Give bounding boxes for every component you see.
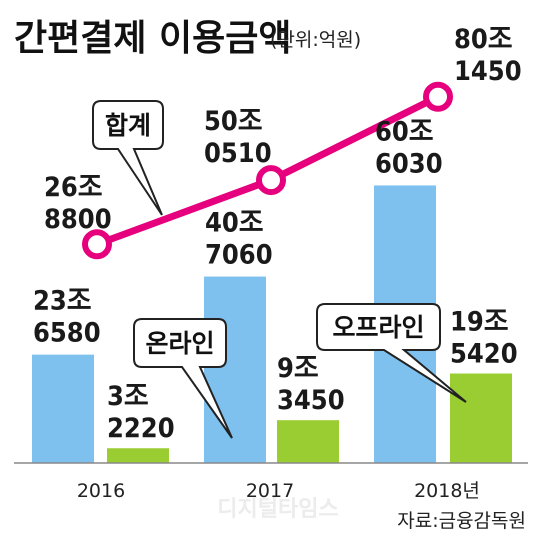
callout-offline-label: 오프라인: [332, 313, 424, 342]
total-value-label-2-line1: 80조: [454, 24, 513, 55]
callout-offline-bubble: [316, 303, 467, 403]
bar-offline-0: [107, 448, 169, 463]
callout-offline: 오프라인: [316, 303, 467, 403]
online-value-label-0-line1: 23조: [33, 286, 92, 317]
total-point-0: [82, 229, 112, 260]
bar-online-0: [32, 354, 94, 463]
chart-unit: (단위:억원): [270, 29, 361, 51]
offline-value-label-2-line2: 5420: [450, 338, 518, 369]
online-value-label-2-line2: 6030: [375, 148, 443, 179]
total-point-1: [256, 165, 286, 196]
offline-value-label-2-line1: 19조: [450, 306, 509, 337]
online-value-label-2-line1: 60조: [375, 116, 434, 147]
x-tick-label-2: 2018년: [414, 480, 480, 502]
bar-online-1: [204, 276, 266, 463]
svg-text:디지털타임스: 디지털타임스: [217, 497, 338, 522]
online-value-label-1-line1: 40조: [205, 208, 264, 239]
online-value-label-1-line2: 7060: [205, 240, 273, 271]
source-note: 자료:금융감독원: [397, 510, 526, 532]
total-line: [82, 81, 453, 260]
chart-title: 간편결제 이용금액: [14, 18, 292, 59]
total-point-2: [423, 81, 453, 112]
callout-online: 온라인: [133, 318, 233, 439]
bar-offline-1: [277, 420, 339, 463]
callout-total-label: 합계: [105, 111, 151, 140]
total-value-label-2-line2: 1450: [454, 56, 522, 87]
callout-total-bubble: [92, 100, 164, 216]
watermark: 디지털타임스: [217, 497, 338, 522]
offline-value-label-1-line2: 3450: [277, 385, 345, 416]
callout-online-label: 온라인: [145, 329, 214, 358]
x-tick-label-0: 2016: [77, 480, 125, 502]
x-tick-label-1: 2017: [246, 480, 294, 502]
offline-value-label-0-line2: 2220: [107, 413, 175, 444]
bars: [32, 185, 512, 463]
x-tick-labels: 2016 2017 2018년: [77, 480, 480, 502]
total-value-label-1-line2: 0510: [204, 138, 272, 169]
callout-online-bubble: [133, 318, 233, 439]
offline-value-label-1-line1: 9조: [277, 353, 319, 384]
callout-total: 합계: [92, 100, 164, 216]
bar-offline-2: [450, 373, 512, 463]
online-value-label-0-line2: 6580: [33, 318, 101, 349]
total-value-label-0-line1: 26조: [44, 172, 103, 203]
total-value-label-0-line2: 8800: [44, 204, 112, 235]
offline-value-label-0-line1: 3조: [107, 381, 149, 412]
total-value-label-1-line1: 50조: [204, 106, 263, 137]
